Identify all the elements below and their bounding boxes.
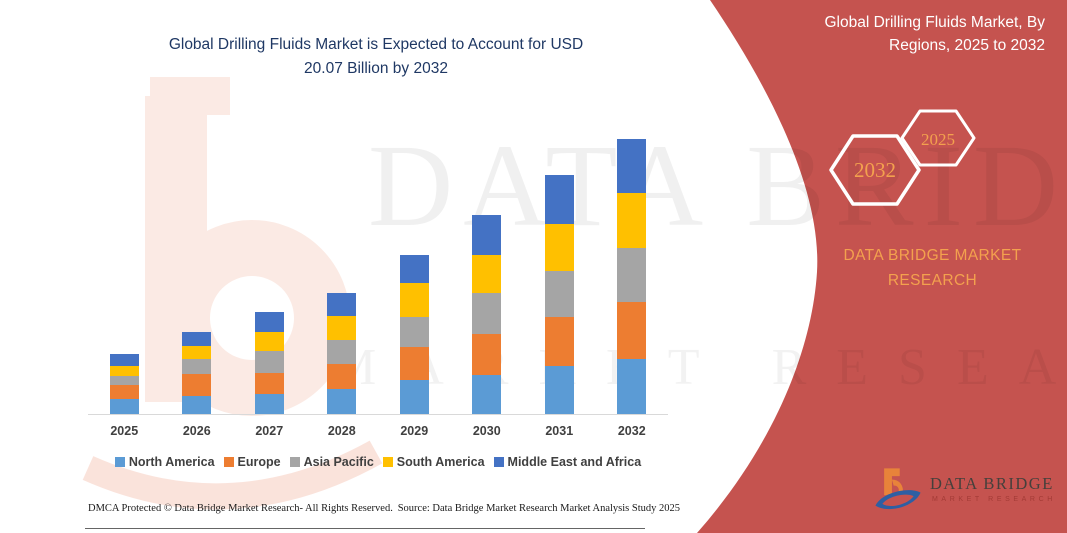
logo-wordmark: DATA BRIDGE: [930, 474, 1054, 493]
legend-label: South America: [396, 455, 485, 469]
data-bridge-logo: DATA BRIDGE MARKET RESEARCH: [872, 462, 1052, 520]
bar-segment-middle-east-and-africa: [254, 312, 284, 332]
bar-segment-asia-pacific: [327, 339, 357, 365]
legend-swatch: [223, 457, 234, 467]
x-axis-label-2025: 2025: [110, 424, 139, 438]
x-axis-label-2031: 2031: [545, 424, 574, 438]
x-axis-label-2027: 2027: [255, 424, 284, 438]
bar-segment-north-america: [544, 366, 574, 414]
bar-2028: [327, 292, 357, 414]
hexagon-2025-label: 2025: [921, 130, 955, 149]
bar-segment-asia-pacific: [544, 270, 574, 318]
bar-segment-south-america: [254, 331, 284, 351]
footer-divider: [85, 528, 645, 529]
bar-2032: [617, 138, 647, 414]
bar-segment-north-america: [327, 388, 357, 414]
bar-segment-south-america: [327, 316, 357, 340]
chart-title: Global Drilling Fluids Market is Expecte…: [128, 33, 624, 81]
x-axis-label-2032: 2032: [617, 424, 646, 438]
legend-label: Asia Pacific: [303, 455, 374, 469]
legend-swatch: [493, 457, 504, 467]
bar-segment-middle-east-and-africa: [109, 353, 139, 367]
bar-segment-south-america: [109, 366, 139, 377]
bar-segment-middle-east-and-africa: [182, 332, 212, 346]
bar-segment-south-america: [544, 224, 574, 271]
bar-2025: [109, 353, 139, 414]
bars-row: [88, 128, 668, 414]
legend-item-europe: Europe: [223, 455, 281, 469]
legend-label: Europe: [237, 455, 281, 469]
bar-segment-middle-east-and-africa: [617, 138, 647, 194]
chart-title-line2: 20.07 Billion by 2032: [304, 60, 448, 77]
legend-item-middle-east-and-africa: Middle East and Africa: [493, 455, 642, 469]
bar-2030: [472, 215, 502, 414]
bar-segment-south-america: [472, 255, 502, 294]
legend-label: North America: [128, 455, 215, 469]
footer-source-text: Source: Data Bridge Market Research Mark…: [397, 503, 680, 514]
bar-segment-asia-pacific: [109, 376, 139, 385]
banner-heading-line1: Global Drilling Fluids Market, By: [824, 14, 1045, 31]
bar-segment-asia-pacific: [472, 293, 502, 334]
bar-segment-south-america: [182, 345, 212, 359]
bar-2031: [544, 175, 574, 414]
bar-segment-asia-pacific: [182, 358, 212, 375]
x-axis-label-2030: 2030: [472, 424, 501, 438]
bar-segment-middle-east-and-africa: [472, 215, 502, 256]
chart-legend: North America Europe Asia Pacific South Ame…: [88, 455, 668, 469]
bar-segment-middle-east-and-africa: [544, 175, 574, 225]
bar-segment-north-america: [472, 375, 502, 414]
bar-segment-north-america: [182, 395, 212, 414]
banner-heading-line2: Regions, 2025 to 2032: [889, 37, 1045, 54]
legend-item-north-america: North America: [114, 455, 215, 469]
bar-segment-europe: [617, 302, 647, 360]
legend-swatch: [382, 457, 393, 467]
bar-segment-south-america: [399, 282, 429, 318]
logo-subtitle: MARKET RESEARCH: [932, 496, 1056, 503]
bar-segment-europe: [182, 374, 212, 396]
bar-segment-europe: [472, 333, 502, 376]
banner-brand-caption: DATA BRIDGE MARKET RESEARCH: [843, 247, 1022, 289]
footer: DMCA Protected © Data Bridge Market Rese…: [88, 503, 680, 514]
bar-segment-europe: [544, 317, 574, 367]
bar-segment-europe: [399, 347, 429, 380]
legend-label: Middle East and Africa: [507, 455, 642, 469]
hexagon-2032: [829, 134, 921, 206]
bar-segment-asia-pacific: [254, 350, 284, 374]
bar-segment-north-america: [109, 398, 139, 414]
bar-segment-asia-pacific: [617, 248, 647, 303]
footer-dmca-text: DMCA Protected © Data Bridge Market Rese…: [88, 503, 393, 514]
hexagon-2032-label: 2032: [854, 158, 896, 182]
legend-item-south-america: South America: [382, 455, 485, 469]
legend-item-asia-pacific: Asia Pacific: [289, 455, 374, 469]
hexagon-2025: [900, 109, 976, 167]
bar-segment-middle-east-and-africa: [399, 255, 429, 283]
x-axis-label-2029: 2029: [400, 424, 429, 438]
x-axis-label-2028: 2028: [327, 424, 356, 438]
legend-swatch: [289, 457, 300, 467]
bar-segment-middle-east-and-africa: [327, 292, 357, 317]
bar-segment-south-america: [617, 193, 647, 249]
chart-title-line1: Global Drilling Fluids Market is Expecte…: [168, 36, 584, 53]
bar-segment-north-america: [399, 379, 429, 414]
bar-2027: [254, 312, 284, 414]
bar-segment-europe: [254, 373, 284, 394]
bar-segment-europe: [109, 384, 139, 399]
plot-area: [88, 128, 668, 415]
data-bridge-logo-icon: [875, 468, 921, 510]
banner-heading: Global Drilling Fluids Market, By Region…: [745, 11, 1045, 57]
bar-segment-north-america: [254, 394, 284, 414]
bar-segment-asia-pacific: [399, 317, 429, 348]
x-axis-label-2026: 2026: [182, 424, 211, 438]
bar-2029: [399, 255, 429, 414]
bar-segment-north-america: [617, 359, 647, 414]
legend-swatch: [114, 457, 125, 467]
x-axis-labels: 2025 2026 2027 2028 2029 2030 2031 2032: [88, 424, 668, 438]
bar-2026: [182, 332, 212, 414]
bar-segment-europe: [327, 364, 357, 389]
